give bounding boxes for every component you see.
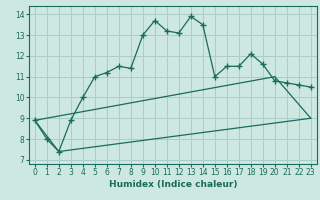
X-axis label: Humidex (Indice chaleur): Humidex (Indice chaleur) — [108, 180, 237, 189]
